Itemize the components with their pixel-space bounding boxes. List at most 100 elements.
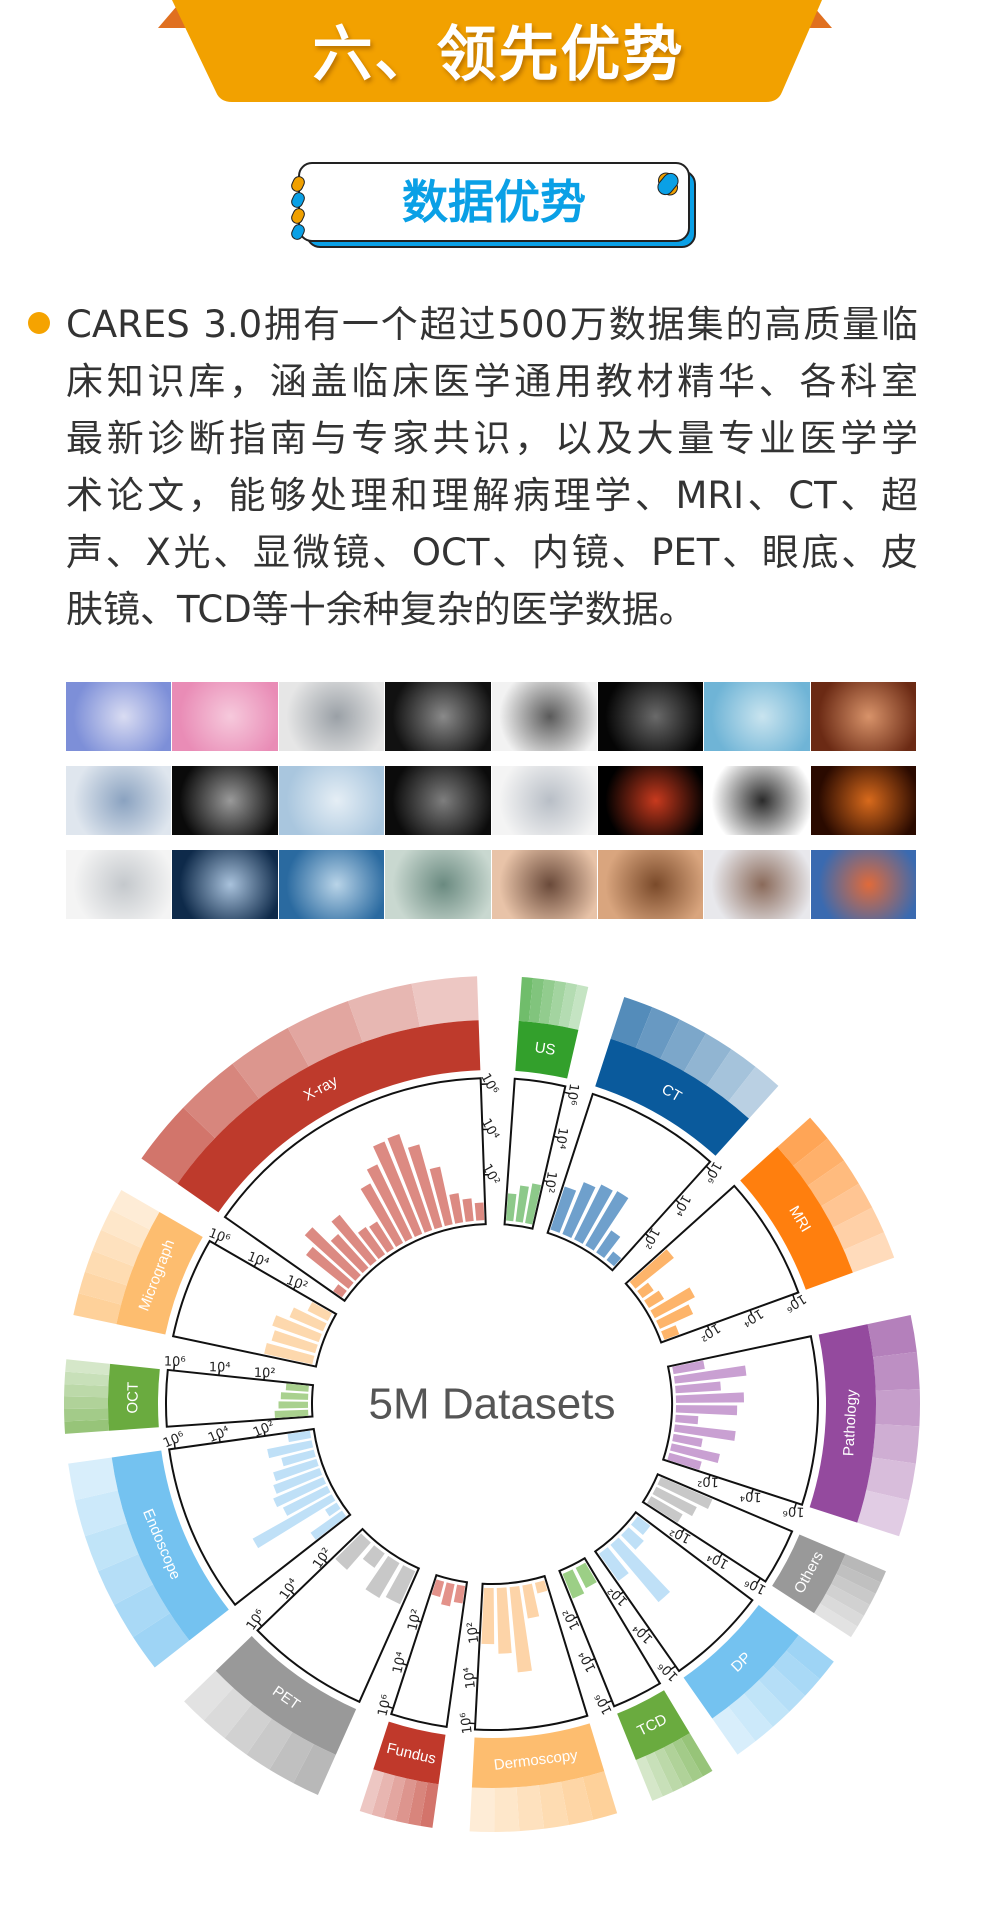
- category-band: [617, 1690, 690, 1761]
- tick-label: 10²: [254, 1366, 276, 1381]
- bar: [629, 1249, 674, 1289]
- bar: [509, 1585, 532, 1673]
- outer-band-cell: [141, 1107, 215, 1184]
- bar: [474, 1202, 485, 1221]
- bar: [271, 1330, 318, 1354]
- bar: [621, 1527, 644, 1550]
- outer-band-cell: [857, 1490, 910, 1537]
- outer-band-cell: [101, 1209, 150, 1248]
- value-box: [558, 1556, 662, 1708]
- axis-tick: [323, 1559, 328, 1564]
- bar: [667, 1452, 702, 1470]
- bar: [652, 1486, 697, 1517]
- category-label: US: [533, 1039, 556, 1059]
- bar: [331, 1214, 377, 1266]
- category-band: [683, 1605, 799, 1719]
- bar: [644, 1290, 665, 1309]
- axis-tick: [619, 1591, 624, 1596]
- photo-chest-X-ray: [172, 850, 278, 919]
- bar: [585, 1191, 629, 1251]
- photo-pathology-tissue: [172, 682, 278, 751]
- axis-tick: [173, 1441, 176, 1449]
- outer-band-cell: [728, 1066, 779, 1119]
- tick-label: 10⁴: [552, 1126, 570, 1150]
- tick-label: 10⁶: [563, 1082, 581, 1106]
- axis-tick: [756, 1577, 761, 1585]
- outer-band-cell: [831, 1574, 876, 1605]
- paragraph-line: 声、X光、显微镜、OCT、内镜、PET、眼底、皮: [66, 531, 918, 574]
- bar: [273, 1458, 319, 1482]
- bar: [672, 1433, 703, 1448]
- bar: [273, 1468, 323, 1494]
- bar: [273, 1476, 327, 1508]
- tick-label: 10⁴: [209, 1360, 231, 1375]
- tick-label: 10⁶: [164, 1355, 186, 1370]
- category-band: [740, 1147, 853, 1290]
- outer-band-cell: [269, 1731, 314, 1784]
- outer-band-cell: [407, 1780, 428, 1826]
- axis-tick: [289, 1590, 295, 1596]
- bar: [672, 1360, 705, 1375]
- bar: [280, 1392, 309, 1400]
- category-band: [116, 1212, 203, 1335]
- outer-band-cell: [359, 1769, 385, 1815]
- axis-tick: [263, 1431, 266, 1437]
- outer-band-cell: [814, 1603, 858, 1638]
- bar: [274, 1409, 309, 1419]
- photo-micrograph-slides: [66, 682, 172, 751]
- bar: [325, 1502, 341, 1517]
- outer-band-cell: [582, 1771, 618, 1820]
- outer-band-cell: [68, 1457, 118, 1501]
- outer-band-cell: [246, 1718, 293, 1770]
- value-box: [389, 1573, 469, 1728]
- category-band: [111, 1450, 229, 1641]
- axis-tick: [749, 1309, 753, 1316]
- outer-band-cell: [548, 980, 567, 1026]
- bar: [606, 1251, 622, 1267]
- value-box: [168, 1427, 352, 1607]
- outer-band-cell: [875, 1389, 921, 1427]
- bar: [360, 1183, 404, 1247]
- bar: [525, 1183, 542, 1225]
- outer-band-cell: [568, 984, 589, 1030]
- axis-tick: [253, 1261, 258, 1268]
- category-band: [772, 1534, 846, 1614]
- bar: [657, 1477, 713, 1510]
- outer-band-cell: [635, 1756, 663, 1801]
- bar: [306, 1246, 354, 1289]
- axis-tick: [791, 1294, 796, 1302]
- axis-tick: [589, 1657, 596, 1662]
- bar: [522, 1583, 540, 1619]
- axis-tick: [675, 1199, 681, 1205]
- banner-shape: [172, 0, 822, 102]
- category-band: [177, 1020, 481, 1213]
- outer-band-cell: [807, 1160, 859, 1207]
- outer-band-cell: [133, 1613, 190, 1668]
- outer-band-cell: [743, 1680, 790, 1728]
- outer-band-cell: [833, 1207, 885, 1250]
- bar: [264, 1342, 315, 1365]
- outer-band-cell: [836, 1564, 881, 1594]
- outer-band-cell: [843, 1232, 895, 1273]
- tick-label: 10²: [284, 1273, 310, 1295]
- outer-band-cell: [347, 983, 420, 1043]
- outer-band-cell: [395, 1778, 417, 1824]
- tick-label: 10⁶: [458, 1711, 476, 1734]
- outer-band-cell: [558, 982, 578, 1028]
- outer-band-cell: [74, 1490, 127, 1537]
- axis-tick: [681, 1528, 685, 1534]
- bar: [407, 1144, 443, 1230]
- bar: [449, 1193, 464, 1224]
- bullet-dot: [28, 312, 50, 334]
- data-advantage-badge: 数据优势: [289, 162, 696, 248]
- photo-eye-examination: [704, 850, 810, 919]
- bar: [373, 1141, 423, 1237]
- axis-tick: [793, 1502, 798, 1510]
- intro-paragraph: CARES 3.0拥有一个超过500万数据集的高质量临 床知识库，涵盖临床医学通…: [66, 296, 918, 638]
- bar: [252, 1494, 336, 1549]
- photo-CT-scanner: [66, 766, 172, 835]
